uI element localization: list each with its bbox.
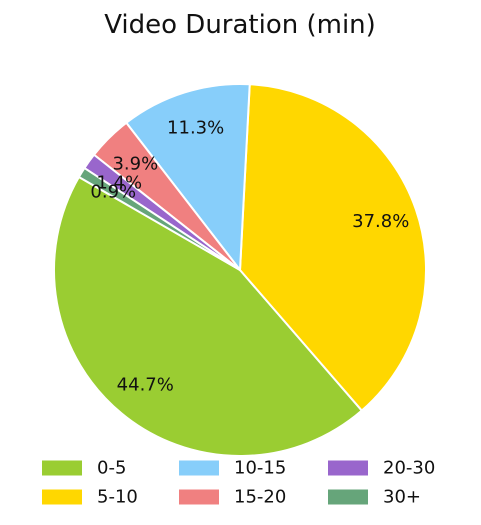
pie-slice-10-15 [125,83,251,271]
legend-item-0-5: 0-5 [42,458,126,479]
percent-label-5-10: 37.8% [352,211,409,232]
pie-slice-5-10 [239,83,428,412]
legend-swatch-30+ [328,489,368,505]
legend-swatch-0-5 [42,460,82,476]
legend-item-15-20: 15-20 [179,487,286,508]
pie-slice-0-5 [53,176,363,457]
legend-label-20-30: 20-30 [383,458,435,479]
percent-label-30+: 0.9% [90,181,136,202]
percent-label-10-15: 11.3% [167,117,224,138]
legend-item-30+: 30+ [328,487,421,508]
legend-swatch-5-10 [42,489,82,505]
chart-title: Video Duration (min) [104,10,376,40]
legend-swatch-10-15 [179,460,219,476]
legend-label-5-10: 5-10 [97,487,138,508]
legend-label-30+: 30+ [383,487,421,508]
legend-item-10-15: 10-15 [179,458,286,479]
percent-labels: 44.7% 37.8% 11.3% 3.9%1.4%0.9% [90,117,409,395]
legend-label-15-20: 15-20 [234,487,286,508]
legend: 0-5 5-10 10-15 15-20 20-30 30+ [42,458,435,508]
percent-label-20-30: 1.4% [96,173,142,194]
legend-label-0-5: 0-5 [97,458,126,479]
pie-slices [53,83,428,457]
percent-label-0-5: 44.7% [117,374,174,395]
pie-slice-30+ [77,167,241,271]
legend-swatch-15-20 [179,489,219,505]
legend-swatch-20-30 [328,460,368,476]
legend-item-5-10: 5-10 [42,487,138,508]
legend-item-20-30: 20-30 [328,458,435,479]
percent-label-15-20: 3.9% [112,154,158,175]
legend-label-10-15: 10-15 [234,458,286,479]
